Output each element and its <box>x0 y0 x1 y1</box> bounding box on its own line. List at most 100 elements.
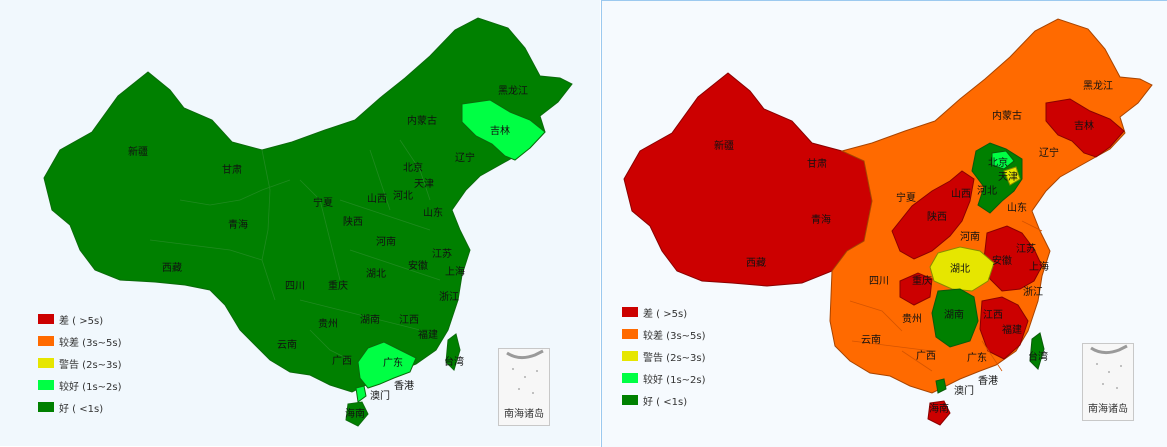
province-label: 江西 <box>399 315 419 326</box>
province-label: 河南 <box>960 232 980 243</box>
legend-label: 好 ( <1s) <box>59 403 104 415</box>
province-label: 内蒙古 <box>407 116 437 127</box>
province-label: 北京 <box>403 163 423 174</box>
legend-label: 警告 (2s~3s) <box>643 352 706 364</box>
province-label: 安徽 <box>992 256 1012 267</box>
country-shape <box>43 17 573 393</box>
islands-icon <box>506 349 544 394</box>
province-label: 台湾 <box>444 357 464 368</box>
province-label: 西藏 <box>162 263 182 274</box>
legend-item: 好 ( <1s) <box>622 389 706 411</box>
province-label: 甘肃 <box>807 159 827 170</box>
china-map-left <box>43 17 573 427</box>
province-label: 山东 <box>1007 203 1027 214</box>
legend-item: 警告 (2s~3s) <box>622 345 706 367</box>
province-label: 贵州 <box>318 319 338 330</box>
province-label: 贵州 <box>902 314 922 325</box>
province-borders <box>149 139 441 361</box>
province-label: 山西 <box>951 189 971 200</box>
province-label: 新疆 <box>128 147 148 158</box>
legend-swatch-warning <box>622 351 638 361</box>
inset-title: 南海诸岛 <box>504 409 544 420</box>
province-guangdong <box>357 341 417 389</box>
province-label: 澳门 <box>954 386 974 397</box>
province-label: 辽宁 <box>455 153 475 164</box>
legend-swatch-good <box>38 402 54 412</box>
legend-item: 较差 (3s~5s) <box>622 323 706 345</box>
legend-label: 较好 (1s~2s) <box>643 374 706 386</box>
map-panel-left: 新疆 西藏 青海 甘肃 内蒙古 黑龙江 吉林 辽宁 北京 天津 河北 山西 宁夏 陕西 山东 河南 江苏 上海 安徽… <box>0 0 600 446</box>
province-label: 四川 <box>285 281 305 292</box>
province-label: 天津 <box>414 179 434 190</box>
legend-swatch-ok <box>622 373 638 383</box>
province-label: 青海 <box>228 220 248 231</box>
province-label: 西藏 <box>746 258 766 269</box>
province-borders <box>849 220 1043 372</box>
legend-item: 差 ( >5s) <box>622 301 706 323</box>
province-label: 安徽 <box>408 261 428 272</box>
province-label: 宁夏 <box>313 198 333 209</box>
china-map-right <box>623 18 1153 426</box>
legend-swatch-warning <box>38 358 54 368</box>
province-label: 上海 <box>445 267 465 278</box>
legend-label: 较差 (3s~5s) <box>59 337 122 349</box>
province-hubei <box>929 246 995 292</box>
legend-swatch-weak <box>38 336 54 346</box>
province-label: 山西 <box>367 194 387 205</box>
province-label: 云南 <box>277 340 297 351</box>
province-label: 山东 <box>423 208 443 219</box>
province-label: 陕西 <box>927 212 947 223</box>
province-hunan <box>931 288 979 348</box>
legend-item: 好 ( <1s) <box>38 396 122 418</box>
province-label: 湖南 <box>360 315 380 326</box>
province-shanxi-shaanxi <box>891 170 975 260</box>
province-label: 浙江 <box>439 292 459 303</box>
province-taiwan <box>445 333 461 371</box>
province-label: 上海 <box>1029 262 1049 273</box>
province-label: 江苏 <box>1016 244 1036 255</box>
legend-label: 较好 (1s~2s) <box>59 381 122 393</box>
legend-label: 好 ( <1s) <box>643 396 688 408</box>
province-label: 黑龙江 <box>1083 81 1113 92</box>
legend-swatch-poor <box>38 314 54 324</box>
province-label: 青海 <box>811 215 831 226</box>
province-label: 重庆 <box>912 276 932 287</box>
province-label: 吉林 <box>1074 121 1094 132</box>
province-label: 海南 <box>929 404 949 415</box>
province-label: 北京 <box>988 158 1008 169</box>
province-label: 新疆 <box>714 141 734 152</box>
province-label: 澳门 <box>370 391 390 402</box>
legend-item: 较好 (1s~2s) <box>622 367 706 389</box>
legend-right: 差 ( >5s) 较差 (3s~5s) 警告 (2s~3s) 较好 (1s~2s… <box>622 301 706 411</box>
south-china-sea-inset: 南海诸岛 <box>1082 343 1134 421</box>
legend-swatch-weak <box>622 329 638 339</box>
province-jilin <box>1045 98 1125 158</box>
province-label: 宁夏 <box>896 193 916 204</box>
islands-icon <box>1090 344 1128 389</box>
province-label: 香港 <box>978 376 998 387</box>
province-label: 四川 <box>869 276 889 287</box>
map-panel-right: 新疆 西藏 青海 甘肃 内蒙古 黑龙江 吉林 辽宁 北京 天津 河北 山西 宁夏 陕西 山东 河南 江苏 上海 安徽… <box>601 0 1167 447</box>
province-hainan <box>927 400 951 426</box>
province-hainan <box>345 401 369 427</box>
legend-item: 较差 (3s~5s) <box>38 330 122 352</box>
legend-swatch-good <box>622 395 638 405</box>
province-label: 湖北 <box>366 269 386 280</box>
province-macau <box>355 385 367 403</box>
province-label: 海南 <box>345 409 365 420</box>
province-label: 江西 <box>983 310 1003 321</box>
legend-item: 差 ( >5s) <box>38 308 122 330</box>
province-label: 重庆 <box>328 281 348 292</box>
province-label: 广西 <box>916 351 936 362</box>
province-label: 黑龙江 <box>498 86 528 97</box>
province-chongqing <box>899 272 933 306</box>
province-label: 福建 <box>418 330 438 341</box>
province-jiangxi-fujian <box>979 296 1029 360</box>
province-label: 天津 <box>998 172 1018 183</box>
legend-item: 警告 (2s~3s) <box>38 352 122 374</box>
legend-swatch-ok <box>38 380 54 390</box>
province-label: 福建 <box>1002 325 1022 336</box>
province-macau <box>935 378 947 394</box>
province-tianjin <box>1003 166 1021 186</box>
region-west <box>623 72 873 287</box>
